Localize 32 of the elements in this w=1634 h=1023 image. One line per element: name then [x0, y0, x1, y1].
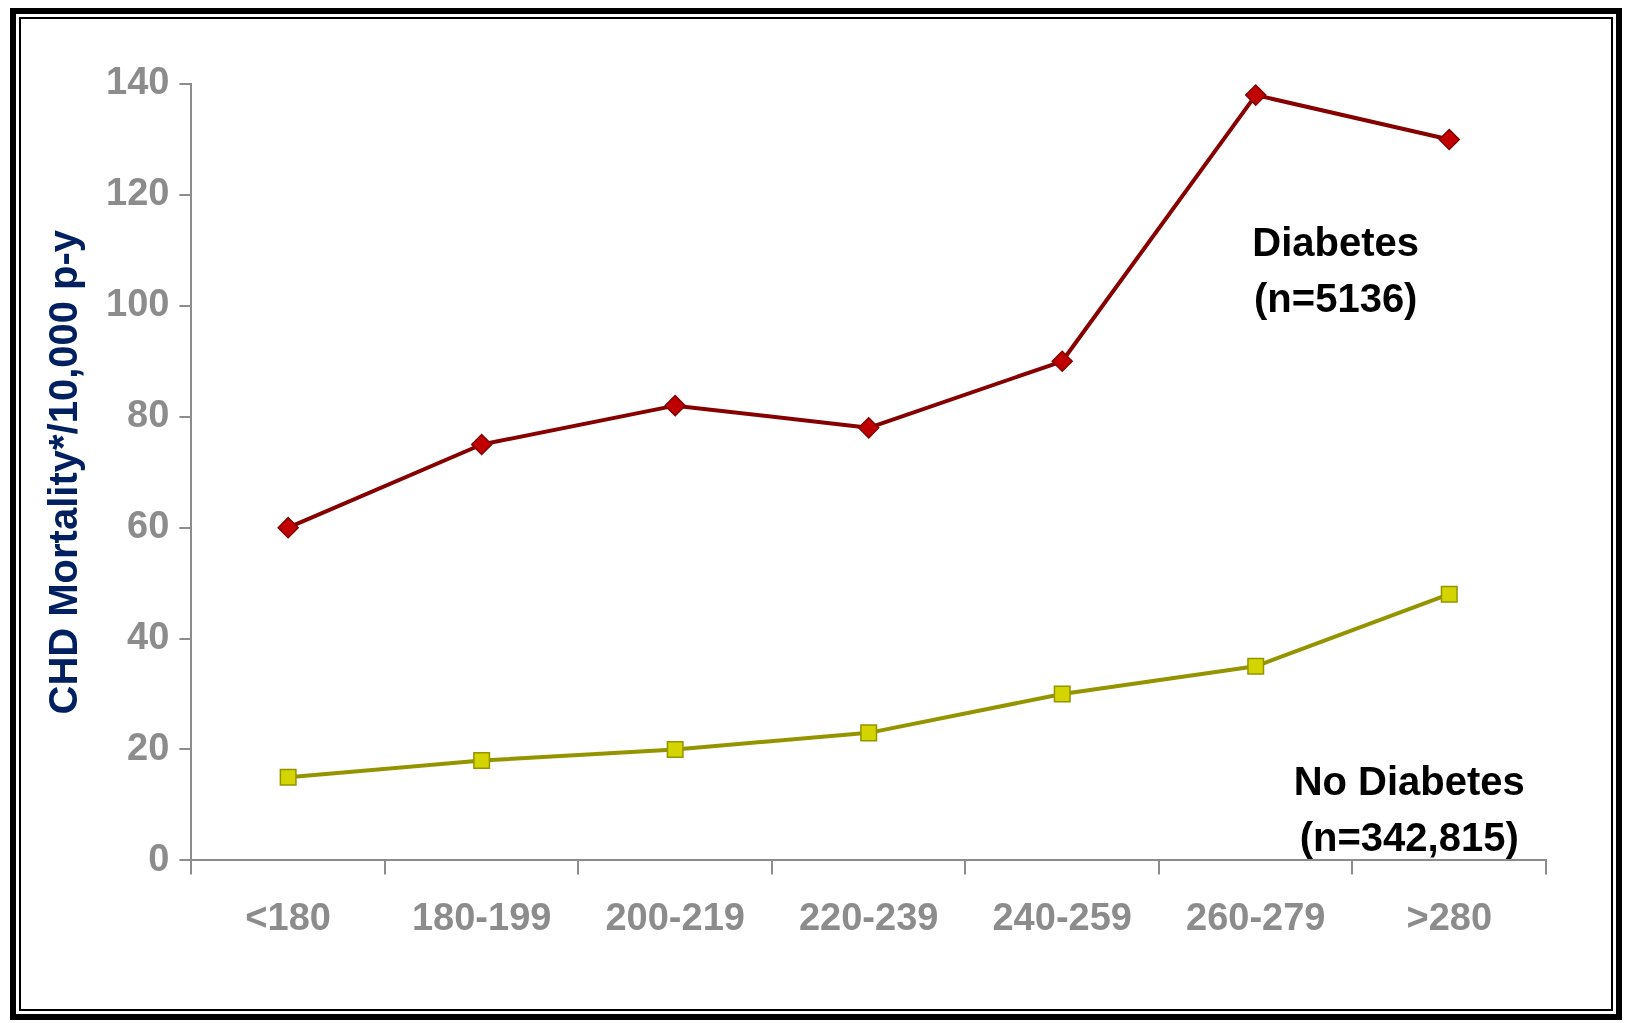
y-axis-title: CHD Mortality*/10,000 p-y — [41, 229, 86, 715]
y-tick-label: 20 — [127, 725, 170, 768]
point — [470, 433, 493, 456]
y-tick-label: 60 — [127, 504, 170, 547]
text: No Diabetes (n=342,815) — [1293, 759, 1525, 860]
point — [666, 740, 684, 759]
x-tick-label: 240-259 — [992, 895, 1132, 938]
point — [664, 394, 686, 417]
point — [473, 752, 491, 770]
series-label: Diabetes (n=5136) — [1252, 220, 1420, 321]
point — [1247, 657, 1265, 675]
y-tick-label: 120 — [106, 171, 170, 214]
point — [1053, 685, 1071, 703]
x-tick-label: 180-199 — [411, 895, 552, 938]
y-tick-label: 40 — [127, 615, 170, 658]
point — [857, 417, 880, 439]
y-tick-label: 140 — [106, 60, 170, 103]
point — [277, 516, 299, 539]
y-tick-label: 80 — [127, 393, 170, 436]
x-tick-label: >280 — [1406, 895, 1493, 938]
point — [1438, 128, 1460, 151]
x-tick-label: <180 — [245, 895, 331, 938]
x-tick-label: 200-219 — [605, 895, 745, 938]
point — [1051, 350, 1073, 373]
point — [1440, 585, 1458, 603]
y-tick-label: 100 — [106, 282, 170, 325]
y-tick-label: 0 — [148, 836, 170, 879]
point — [1244, 84, 1267, 106]
point — [279, 768, 297, 786]
point — [860, 724, 878, 742]
x-tick-label: 260-279 — [1185, 895, 1326, 938]
x-tick-label: 220-239 — [798, 895, 939, 938]
